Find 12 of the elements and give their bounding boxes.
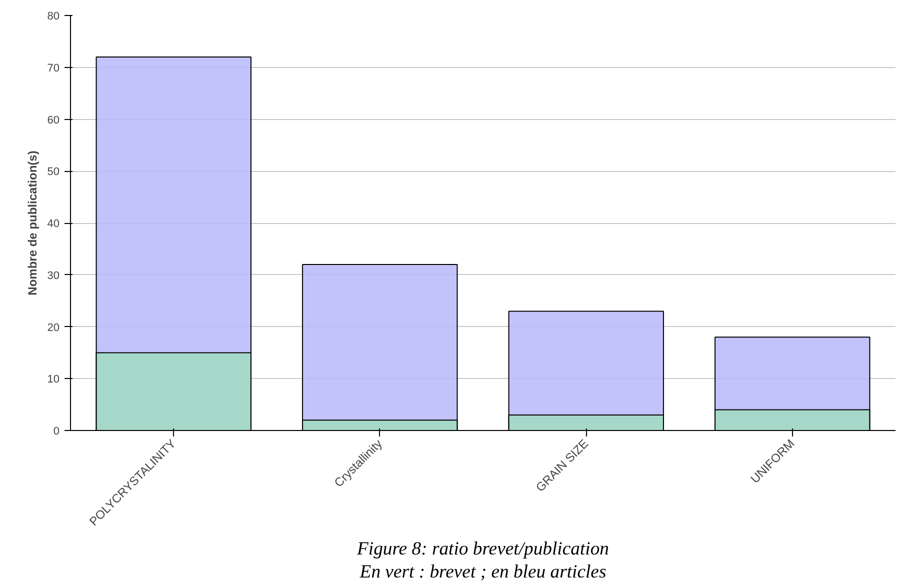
caption: Figure 8: ratio brevet/publication [356,538,610,560]
y-tick-label: 20 [47,322,60,334]
y-tick-label: 50 [47,166,60,178]
y-axis-title: Nombre de publication(s) [25,150,40,296]
y-tick-label: 80 [47,10,60,22]
y-tick-label: 40 [47,218,60,230]
y-tick-label: 70 [47,62,60,74]
text: En vert : brevet ; en bleu articles [358,562,606,582]
y-tick-label: 10 [47,374,60,386]
y-tick-label: 30 [47,270,60,282]
y-tick-label: 60 [47,114,60,126]
y-tick-label: 0 [53,426,60,438]
